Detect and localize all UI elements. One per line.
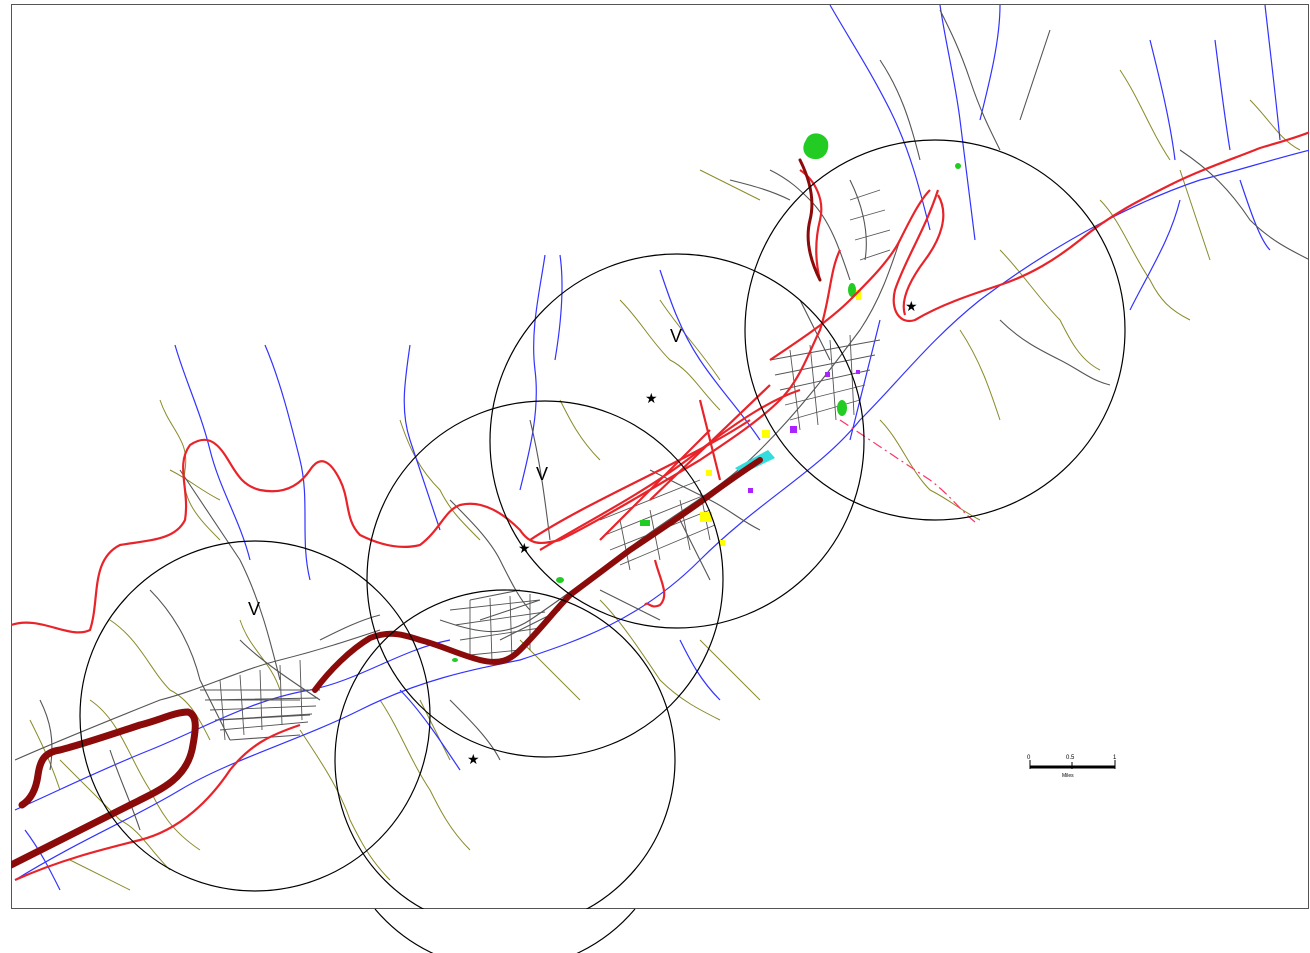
- map-frame: [11, 4, 1309, 909]
- local-roads: [14, 9, 1309, 831]
- service-circles: [79, 139, 1126, 909]
- v-labels: V V V: [248, 326, 682, 619]
- scale-bar-start: 0: [1027, 755, 1031, 761]
- town-grid-west: [200, 659, 320, 741]
- service-circle-4: [489, 253, 865, 629]
- scale-bar: 0 0.5 1 Miles: [1027, 755, 1117, 779]
- v-label-3: V: [670, 326, 682, 346]
- scale-bar-unit: Miles: [1062, 773, 1074, 779]
- zone-yellow: [700, 290, 861, 546]
- highway: [11, 158, 822, 869]
- star-icon: ★: [467, 752, 480, 768]
- service-circle-5: [744, 139, 1126, 521]
- contour-lines: [29, 69, 1301, 891]
- scale-bar-mid: 0.5: [1066, 755, 1075, 761]
- v-label-2: V: [536, 464, 548, 484]
- boundary-dashed-line: [839, 419, 976, 523]
- scale-bar-end: 1: [1113, 755, 1117, 761]
- star-icon: ★: [645, 391, 658, 407]
- main-roads: [11, 131, 1309, 882]
- town-grid-east: [769, 189, 891, 431]
- service-circle-1: [79, 540, 431, 892]
- service-circle-2-overflow: [374, 908, 636, 953]
- zone-purple: [748, 370, 860, 493]
- service-circle-2: [334, 589, 676, 909]
- service-circle-3: [366, 400, 724, 758]
- park-areas: [452, 133, 961, 662]
- star-icon: ★: [905, 299, 918, 315]
- v-label-1: V: [248, 599, 260, 619]
